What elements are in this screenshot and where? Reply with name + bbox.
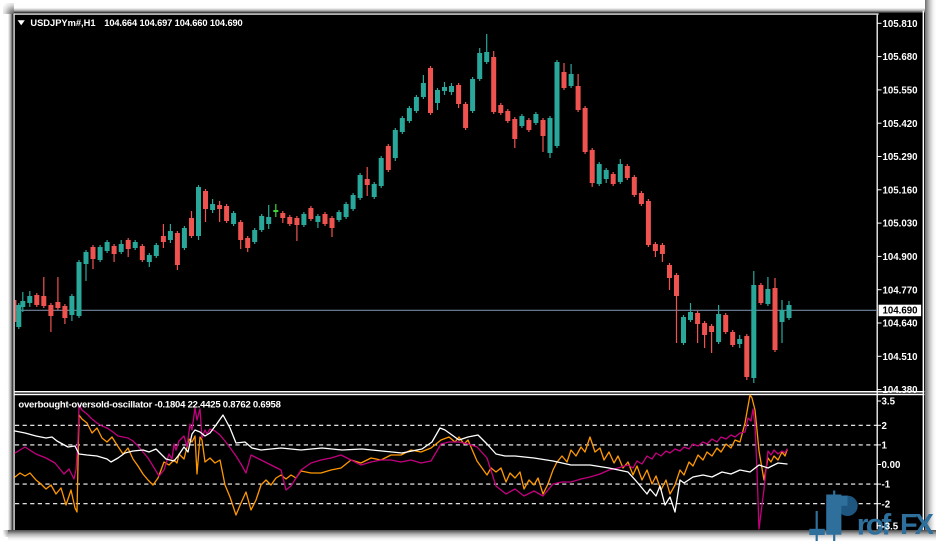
svg-text:rof: rof: [857, 509, 893, 541]
svg-text:105.030: 105.030: [883, 219, 918, 230]
svg-text:104.770: 104.770: [883, 285, 918, 296]
svg-text:1: 1: [882, 441, 888, 452]
svg-text:104.690: 104.690: [883, 306, 918, 317]
svg-text:3.5: 3.5: [882, 397, 896, 408]
svg-text:105.290: 105.290: [883, 152, 918, 163]
svg-text:104.380: 104.380: [883, 385, 918, 396]
svg-text:104.664 104.697 104.660 104.69: 104.664 104.697 104.660 104.690: [104, 18, 242, 28]
svg-text:-3.5: -3.5: [882, 521, 899, 532]
svg-text:104.900: 104.900: [883, 252, 918, 263]
svg-text:-1: -1: [882, 480, 891, 491]
svg-text:-2: -2: [882, 499, 891, 510]
svg-text:104.640: 104.640: [883, 319, 918, 330]
svg-text:0.00: 0.00: [882, 460, 901, 471]
svg-text:105.810: 105.810: [883, 19, 918, 30]
svg-text:2: 2: [882, 421, 887, 432]
svg-text:105.160: 105.160: [883, 185, 918, 196]
svg-text:104.510: 104.510: [883, 352, 918, 363]
svg-text:105.550: 105.550: [883, 86, 918, 97]
svg-text:overbought-oversold-oscillator: overbought-oversold-oscillator -0.1804 2…: [18, 399, 281, 410]
svg-text:105.680: 105.680: [883, 52, 918, 63]
svg-text:105.420: 105.420: [883, 119, 918, 130]
svg-text:FX: FX: [900, 509, 935, 541]
svg-text:USDJPYm#,H1: USDJPYm#,H1: [30, 18, 95, 28]
